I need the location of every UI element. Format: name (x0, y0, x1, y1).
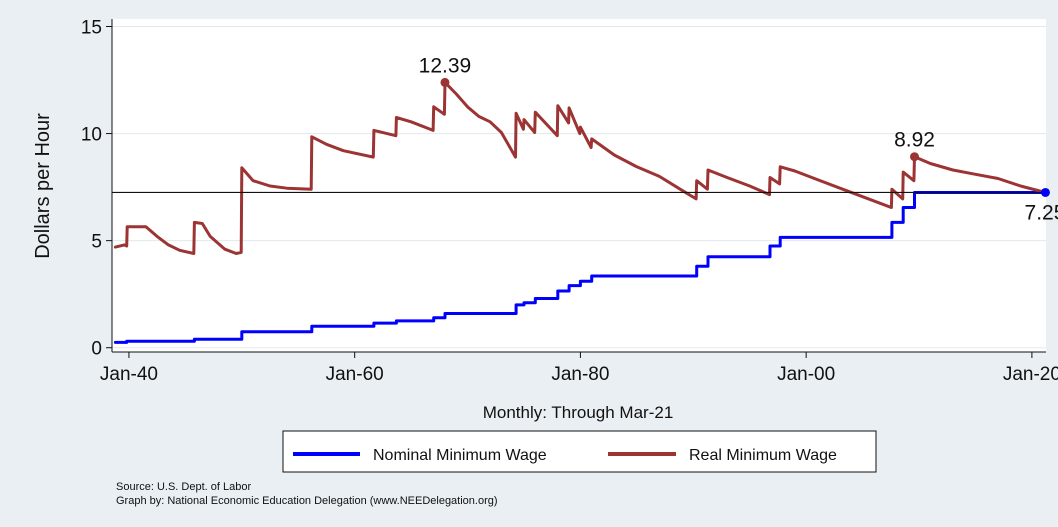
annotation-label: 7.25 (1025, 201, 1058, 224)
x-tick-label: Jan-40 (100, 364, 158, 385)
y-tick-label: 10 (81, 125, 102, 146)
series-line-nominal (113, 191, 1047, 344)
source-note: Source: U.S. Dept. of Labor (116, 481, 251, 493)
credit-note: Graph by: National Economic Education De… (116, 495, 498, 507)
annotation-label: 12.39 (419, 54, 472, 77)
y-tick-label: 0 (91, 339, 102, 360)
axis-layer: 0 5 10 15 Jan-40 Jan-60 Jan-80 Jan-00 Jan-20 (81, 17, 1058, 385)
legend-label-real: Real Minimum Wage (689, 447, 837, 464)
annotation-marker (440, 77, 450, 87)
annotation-layer: 12.39 8.92 7.25 (419, 54, 1058, 224)
x-axis-title: Monthly: Through Mar-21 (483, 403, 674, 422)
x-tick-label: Jan-60 (326, 364, 384, 385)
y-tick-label: 5 (91, 232, 102, 253)
annotation-marker (1040, 187, 1050, 197)
plot-area (112, 19, 1046, 352)
annotation-label: 8.92 (894, 129, 935, 152)
legend-label-nominal: Nominal Minimum Wage (373, 447, 547, 464)
series-line-real (113, 80, 1047, 255)
legend-box (282, 430, 877, 473)
legend: Nominal Minimum Wage Real Minimum Wage (282, 430, 877, 473)
x-tick-label: Jan-20 (1003, 364, 1058, 385)
y-axis-title: Dollars per Hour (32, 113, 54, 259)
y-tick-label: 15 (81, 17, 102, 38)
series-layer (113, 80, 1047, 344)
x-tick-label: Jan-80 (551, 364, 609, 385)
annotation-marker (910, 152, 920, 162)
x-tick-label: Jan-00 (777, 364, 835, 385)
